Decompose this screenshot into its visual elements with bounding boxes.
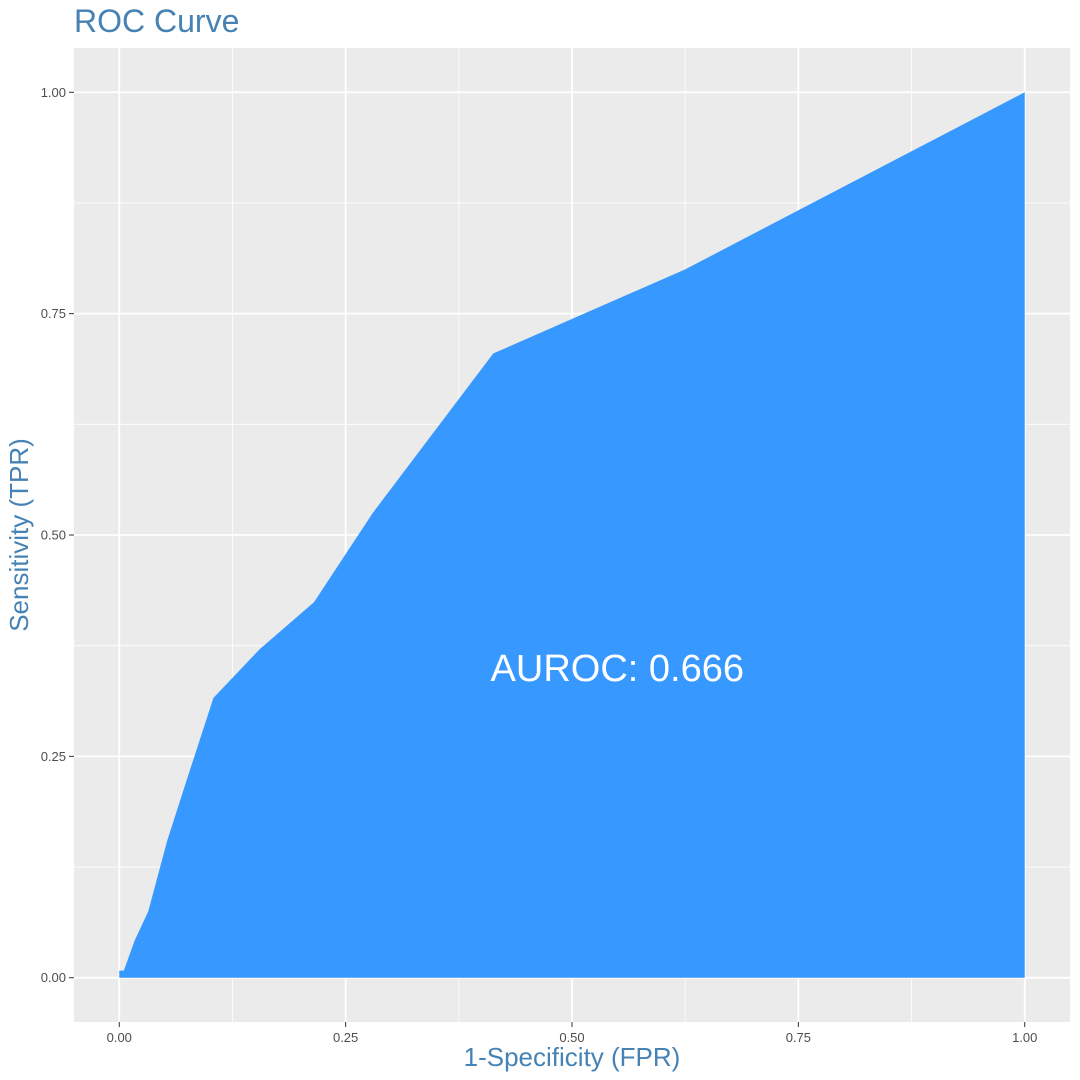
x-tick-label: 1.00 — [1012, 1030, 1037, 1045]
y-tick-label: 0.50 — [41, 528, 66, 543]
x-tick-label: 0.50 — [559, 1030, 584, 1045]
y-tick-label: 1.00 — [41, 85, 66, 100]
y-tick-label: 0.00 — [41, 970, 66, 985]
x-tick-label: 0.00 — [107, 1030, 132, 1045]
x-tick-label: 0.75 — [786, 1030, 811, 1045]
auroc-annotation: AUROC: 0.666 — [491, 648, 744, 690]
y-tick-label: 0.25 — [41, 749, 66, 764]
x-axis-ticks: 0.00 0.25 0.50 0.75 1.00 — [107, 1022, 1037, 1045]
x-tick-label: 0.25 — [333, 1030, 358, 1045]
chart-title: ROC Curve — [74, 3, 239, 39]
y-tick-label: 0.75 — [41, 306, 66, 321]
x-axis-title: 1-Specificity (FPR) — [464, 1042, 681, 1072]
y-axis-ticks: 0.00 0.25 0.50 0.75 1.00 — [41, 85, 74, 985]
roc-area — [119, 92, 1025, 978]
y-axis-title: Sensitivity (TPR) — [4, 438, 34, 632]
